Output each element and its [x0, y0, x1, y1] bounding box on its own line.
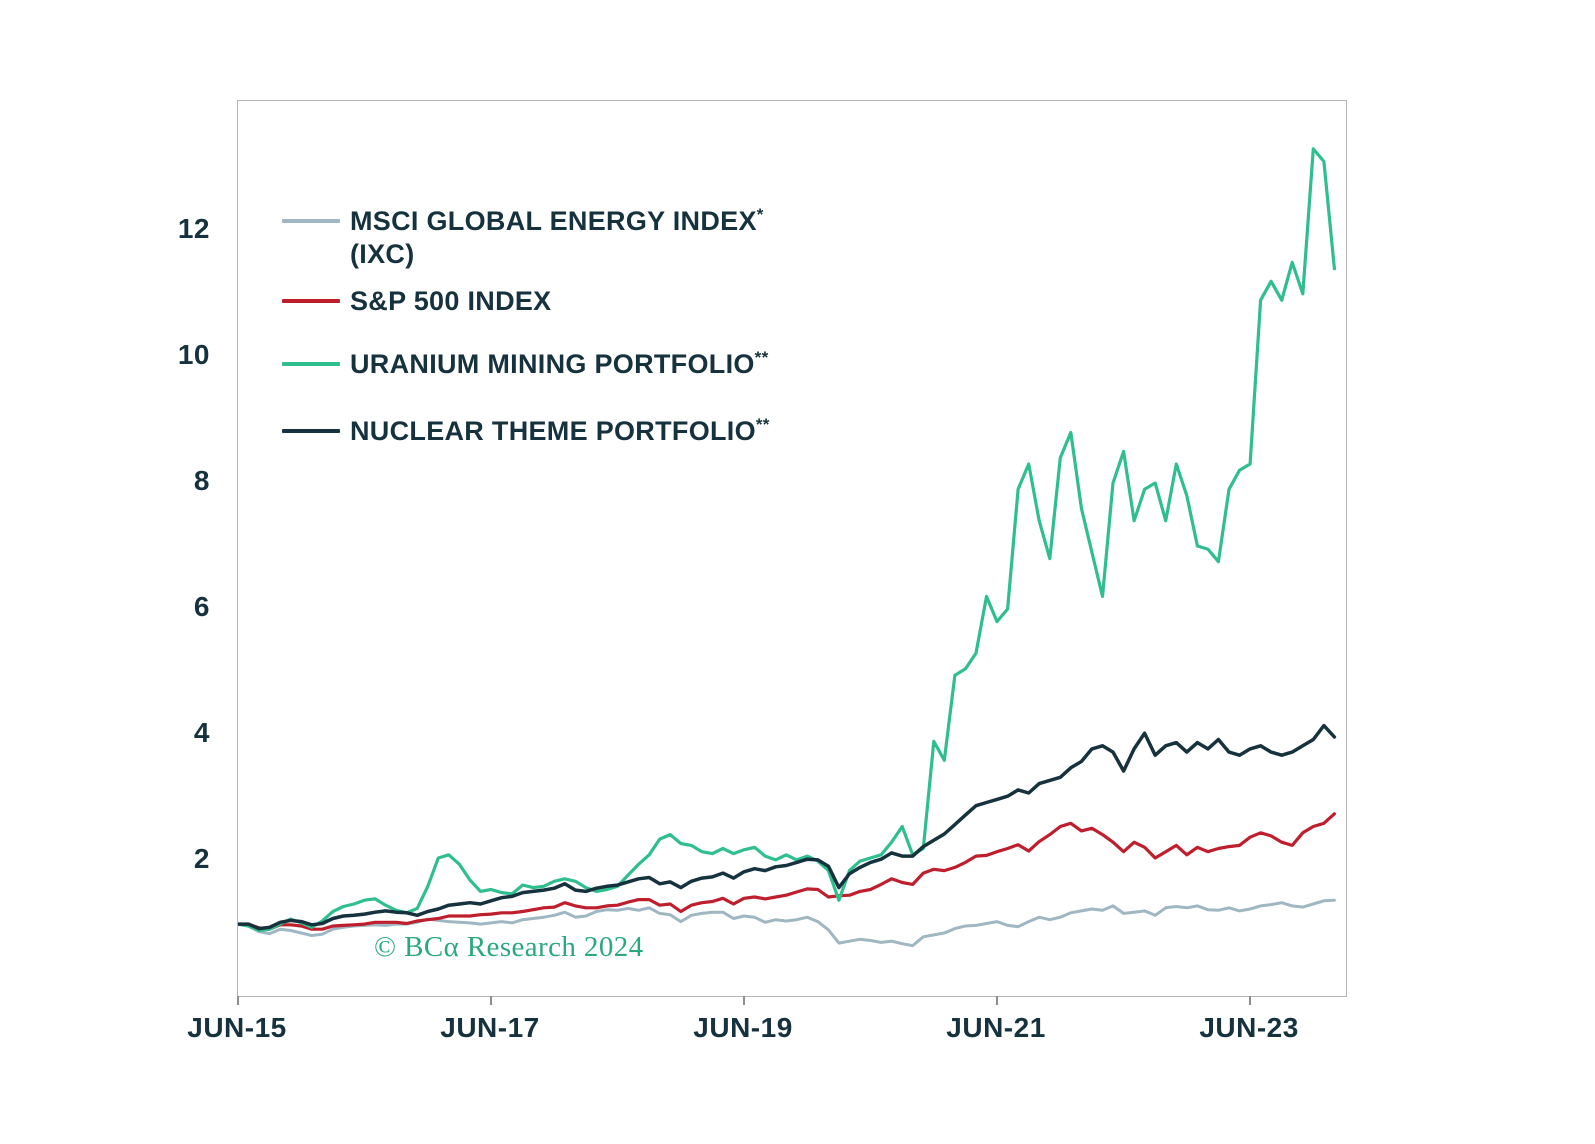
legend-swatch-msci-global-energy-index — [282, 219, 340, 223]
y-tick-label: 8 — [193, 464, 210, 496]
y-tick-label: 10 — [177, 338, 210, 370]
legend-item-msci-global-energy-index: MSCI GLOBAL ENERGY INDEX* (IXC) — [282, 205, 770, 271]
legend-label-sp-500-index: S&P 500 INDEX — [350, 285, 552, 316]
x-tick-mark — [996, 996, 999, 1005]
legend: MSCI GLOBAL ENERGY INDEX* (IXC) S&P 500 IN… — [282, 205, 770, 448]
x-tick-mark — [490, 996, 493, 1005]
legend-item-sp-500-index: S&P 500 INDEX — [282, 285, 770, 318]
legend-label-nuclear-theme-portfolio: NUCLEAR THEME PORTFOLIO** — [350, 414, 770, 446]
legend-swatch-nuclear-theme-portfolio — [282, 428, 340, 433]
series-line-uranium-mining-portfolio — [238, 147, 1337, 933]
x-tick-label: JUN-23 — [1199, 1012, 1299, 1043]
x-tick-label: JUN-21 — [946, 1012, 1046, 1043]
chart-svg — [238, 147, 1337, 948]
x-tick-mark — [1249, 996, 1252, 1005]
x-tick-label: JUN-15 — [187, 1012, 287, 1043]
series-line-nuclear-theme-portfolio — [238, 723, 1337, 931]
x-tick-mark — [743, 996, 746, 1005]
legend-item-nuclear-theme-portfolio: NUCLEAR THEME PORTFOLIO** — [282, 415, 770, 448]
x-tick-mark — [237, 996, 239, 1005]
legend-label-msci-global-energy-index: MSCI GLOBAL ENERGY INDEX* (IXC) — [350, 205, 764, 269]
legend-swatch-uranium-mining-portfolio — [282, 361, 340, 366]
series-line-sp-500-index — [238, 812, 1337, 931]
legend-label-uranium-mining-portfolio: URANIUM MINING PORTFOLIO** — [350, 347, 769, 379]
y-tick-label: 2 — [193, 843, 210, 875]
plot-area: MSCI GLOBAL ENERGY INDEX* (IXC) S&P 500 IN… — [237, 100, 1347, 997]
x-tick-label: JUN-17 — [440, 1012, 540, 1043]
legend-item-uranium-mining-portfolio: URANIUM MINING PORTFOLIO** — [282, 348, 770, 381]
y-tick-label: 4 — [193, 717, 210, 749]
x-tick-label: JUN-19 — [693, 1012, 793, 1043]
y-tick-label: 6 — [193, 591, 210, 622]
copyright-text: © BCα Research 2024 — [374, 931, 644, 963]
y-tick-label: 12 — [177, 212, 210, 244]
legend-swatch-sp-500-index — [282, 298, 340, 303]
